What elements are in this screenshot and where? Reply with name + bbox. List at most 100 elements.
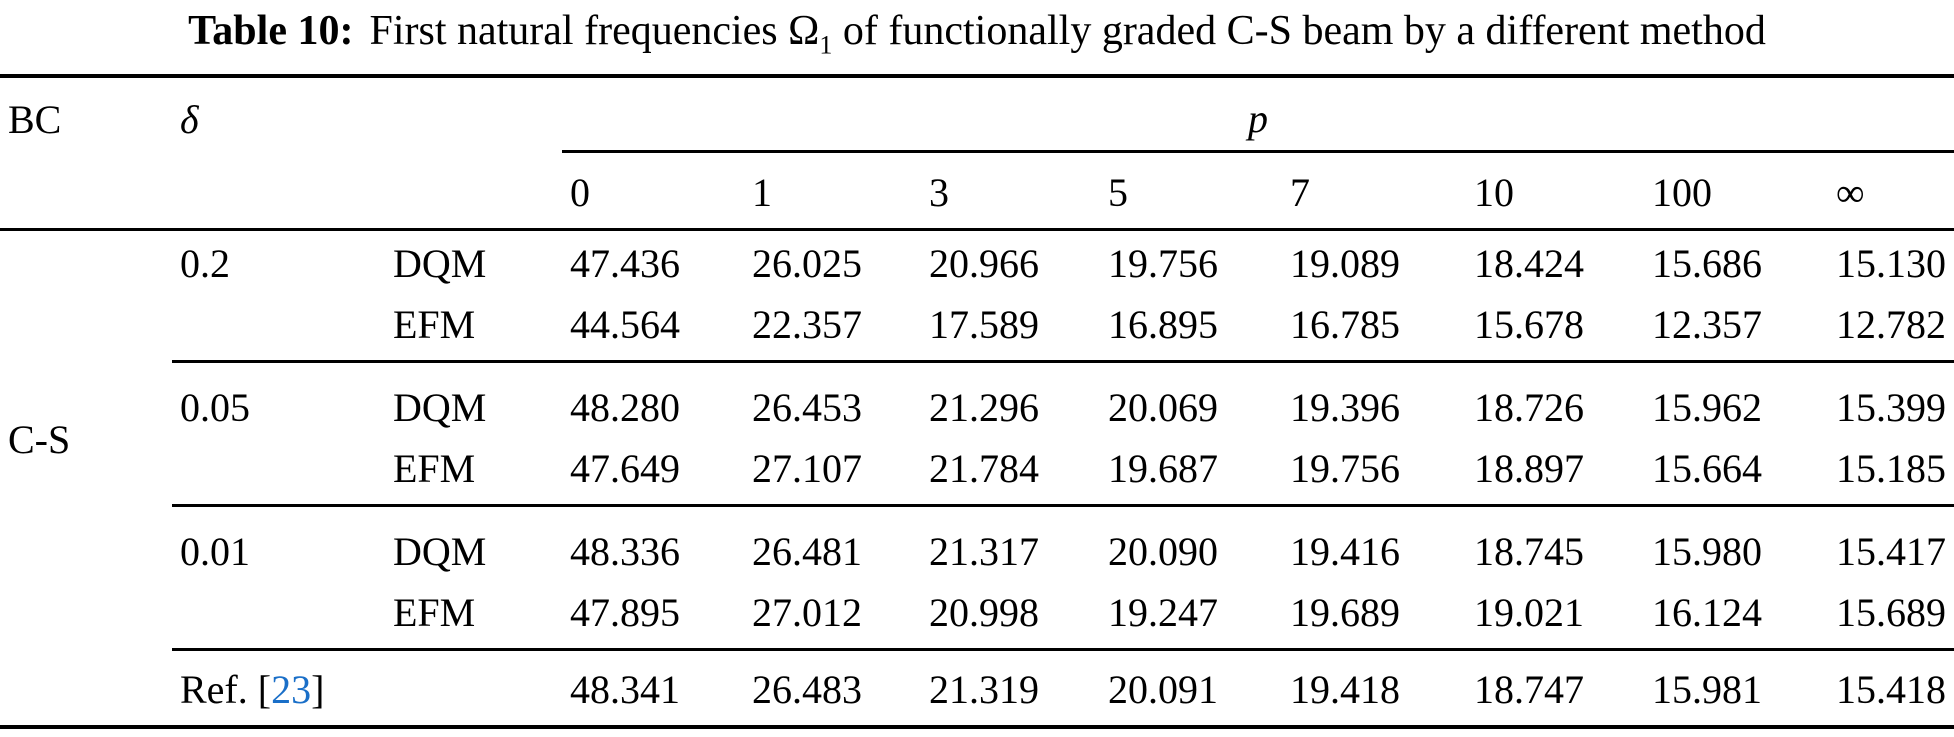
data-cell: 21.317 — [921, 503, 1100, 587]
column-header-p7: 7 — [1282, 151, 1466, 231]
data-cell: 15.130 — [1836, 241, 1946, 286]
data-cell: 15.418 — [1828, 647, 1954, 727]
header-spacer — [172, 151, 385, 231]
header-spacer — [385, 151, 562, 231]
data-cell: 15.962 — [1644, 359, 1828, 443]
data-cell: 17.589 — [929, 301, 1039, 347]
omega-subscript: 1 — [819, 30, 833, 60]
method-label: DQM — [385, 359, 562, 443]
caption-text-prefix: First natural frequencies — [369, 8, 789, 54]
header-spacer — [0, 151, 172, 231]
delta-spacer — [172, 443, 385, 505]
data-cell: 18.897 — [1474, 445, 1584, 491]
data-cell: 12.782 — [1836, 301, 1946, 347]
data-cell: 19.756 — [1290, 445, 1400, 491]
column-header-bc: BC — [8, 97, 62, 142]
bc-spacer — [0, 649, 172, 727]
data-cell: 15.980 — [1644, 503, 1828, 587]
bc-value: C-S — [8, 417, 71, 463]
data-cell: 20.090 — [1100, 503, 1282, 587]
column-header-p100: 100 — [1644, 151, 1828, 231]
data-cell: 47.895 — [570, 589, 680, 635]
table-row-delta001-dqm: 0.01 DQM 48.336 26.481 21.317 20.090 19.… — [0, 503, 1954, 587]
data-cell: 15.664 — [1652, 445, 1762, 491]
delta-value: 0.2 — [180, 241, 230, 286]
method-label: DQM — [393, 241, 487, 286]
data-cell: 19.396 — [1282, 359, 1466, 443]
data-cell: 18.747 — [1466, 647, 1644, 727]
data-cell: 26.453 — [744, 359, 921, 443]
data-cell: 44.564 — [570, 301, 680, 347]
data-cell: 48.341 — [562, 647, 744, 727]
table-row-reference: Ref. [23] 48.341 26.483 21.319 20.091 19… — [0, 647, 1954, 727]
table-row-delta005-dqm: 0.05 DQM 48.280 26.453 21.296 20.069 19.… — [0, 359, 1954, 443]
data-cell: 26.481 — [744, 503, 921, 587]
data-cell: 19.416 — [1282, 503, 1466, 587]
delta-spacer — [172, 587, 385, 649]
data-cell: 20.091 — [1100, 647, 1282, 727]
data-cell: 18.726 — [1466, 359, 1644, 443]
data-cell: 22.357 — [752, 301, 862, 347]
data-cell: 47.436 — [570, 241, 680, 286]
data-cell: 15.678 — [1474, 301, 1584, 347]
data-cell: 18.745 — [1466, 503, 1644, 587]
caption-label: Table 10: — [188, 8, 354, 54]
data-cell: 19.687 — [1108, 445, 1218, 491]
column-header-p-infinity: ∞ — [1828, 151, 1954, 231]
data-cell: 21.784 — [929, 445, 1039, 491]
method-label: DQM — [385, 503, 562, 587]
data-cell: 19.247 — [1108, 589, 1218, 635]
data-cell: 16.124 — [1652, 589, 1762, 635]
data-cell: 19.021 — [1474, 589, 1584, 635]
header-row-p-values: 0 1 3 5 7 10 100 ∞ — [0, 151, 1954, 231]
omega-symbol: Ω — [788, 8, 820, 54]
data-cell: 21.296 — [921, 359, 1100, 443]
reference-label: Ref. [23] — [172, 647, 562, 727]
table-row-delta02-efm: EFM 44.564 22.357 17.589 16.895 16.785 1… — [0, 299, 1954, 361]
column-header-method-spacer — [385, 76, 562, 151]
data-cell: 47.649 — [570, 445, 680, 491]
reference-prefix: Ref. [ — [180, 667, 272, 712]
data-cell: 15.981 — [1644, 647, 1828, 727]
delta-value: 0.05 — [172, 359, 385, 443]
header-row-top: BC δ p — [0, 76, 1954, 153]
data-cell: 20.966 — [929, 241, 1039, 286]
delta-spacer — [172, 299, 385, 361]
data-cell: 26.483 — [744, 647, 921, 727]
column-header-p0: 0 — [562, 151, 744, 231]
table-row-delta005-efm: EFM 47.649 27.107 21.784 19.687 19.756 1… — [0, 443, 1954, 505]
data-cell: 16.895 — [1108, 301, 1218, 347]
column-header-delta: δ — [180, 97, 199, 142]
method-label: EFM — [393, 301, 476, 347]
data-cell: 16.785 — [1290, 301, 1400, 347]
data-cell: 19.756 — [1108, 241, 1218, 286]
data-cell: 18.424 — [1474, 241, 1584, 286]
data-cell: 15.399 — [1828, 359, 1954, 443]
data-cell: 27.107 — [752, 445, 862, 491]
data-cell: 19.418 — [1282, 647, 1466, 727]
data-cell: 19.689 — [1290, 589, 1400, 635]
data-cell: 12.357 — [1652, 301, 1762, 347]
reference-suffix: ] — [311, 667, 325, 712]
caption-text-suffix: of functionally graded C-S beam by a dif… — [832, 8, 1766, 54]
method-label: EFM — [393, 445, 476, 491]
data-cell: 15.185 — [1836, 445, 1946, 491]
data-cell: 20.998 — [929, 589, 1039, 635]
delta-value: 0.01 — [172, 503, 385, 587]
data-cell: 48.336 — [562, 503, 744, 587]
column-header-p10: 10 — [1466, 151, 1644, 231]
data-cell: 26.025 — [752, 241, 862, 286]
table-row-delta02-dqm: C-S 0.2 DQM 47.436 26.025 20.966 19.756 … — [0, 229, 1954, 462]
data-cell: 15.686 — [1652, 241, 1762, 286]
data-table: BC δ p 0 1 3 5 7 10 100 ∞ C-S 0.2 DQM 47… — [0, 74, 1954, 729]
data-cell: 27.012 — [752, 589, 862, 635]
column-header-p1: 1 — [744, 151, 921, 231]
table-caption: Table 10: First natural frequencies Ω1 of… — [0, 0, 1954, 74]
data-cell: 15.689 — [1836, 589, 1946, 635]
table-row-delta001-efm: EFM 47.895 27.012 20.998 19.247 19.689 1… — [0, 587, 1954, 649]
data-cell: 20.069 — [1100, 359, 1282, 443]
column-header-p-group: p — [562, 76, 1954, 153]
data-cell: 21.319 — [921, 647, 1100, 727]
citation-link[interactable]: 23 — [271, 667, 312, 712]
data-cell: 48.280 — [562, 359, 744, 443]
